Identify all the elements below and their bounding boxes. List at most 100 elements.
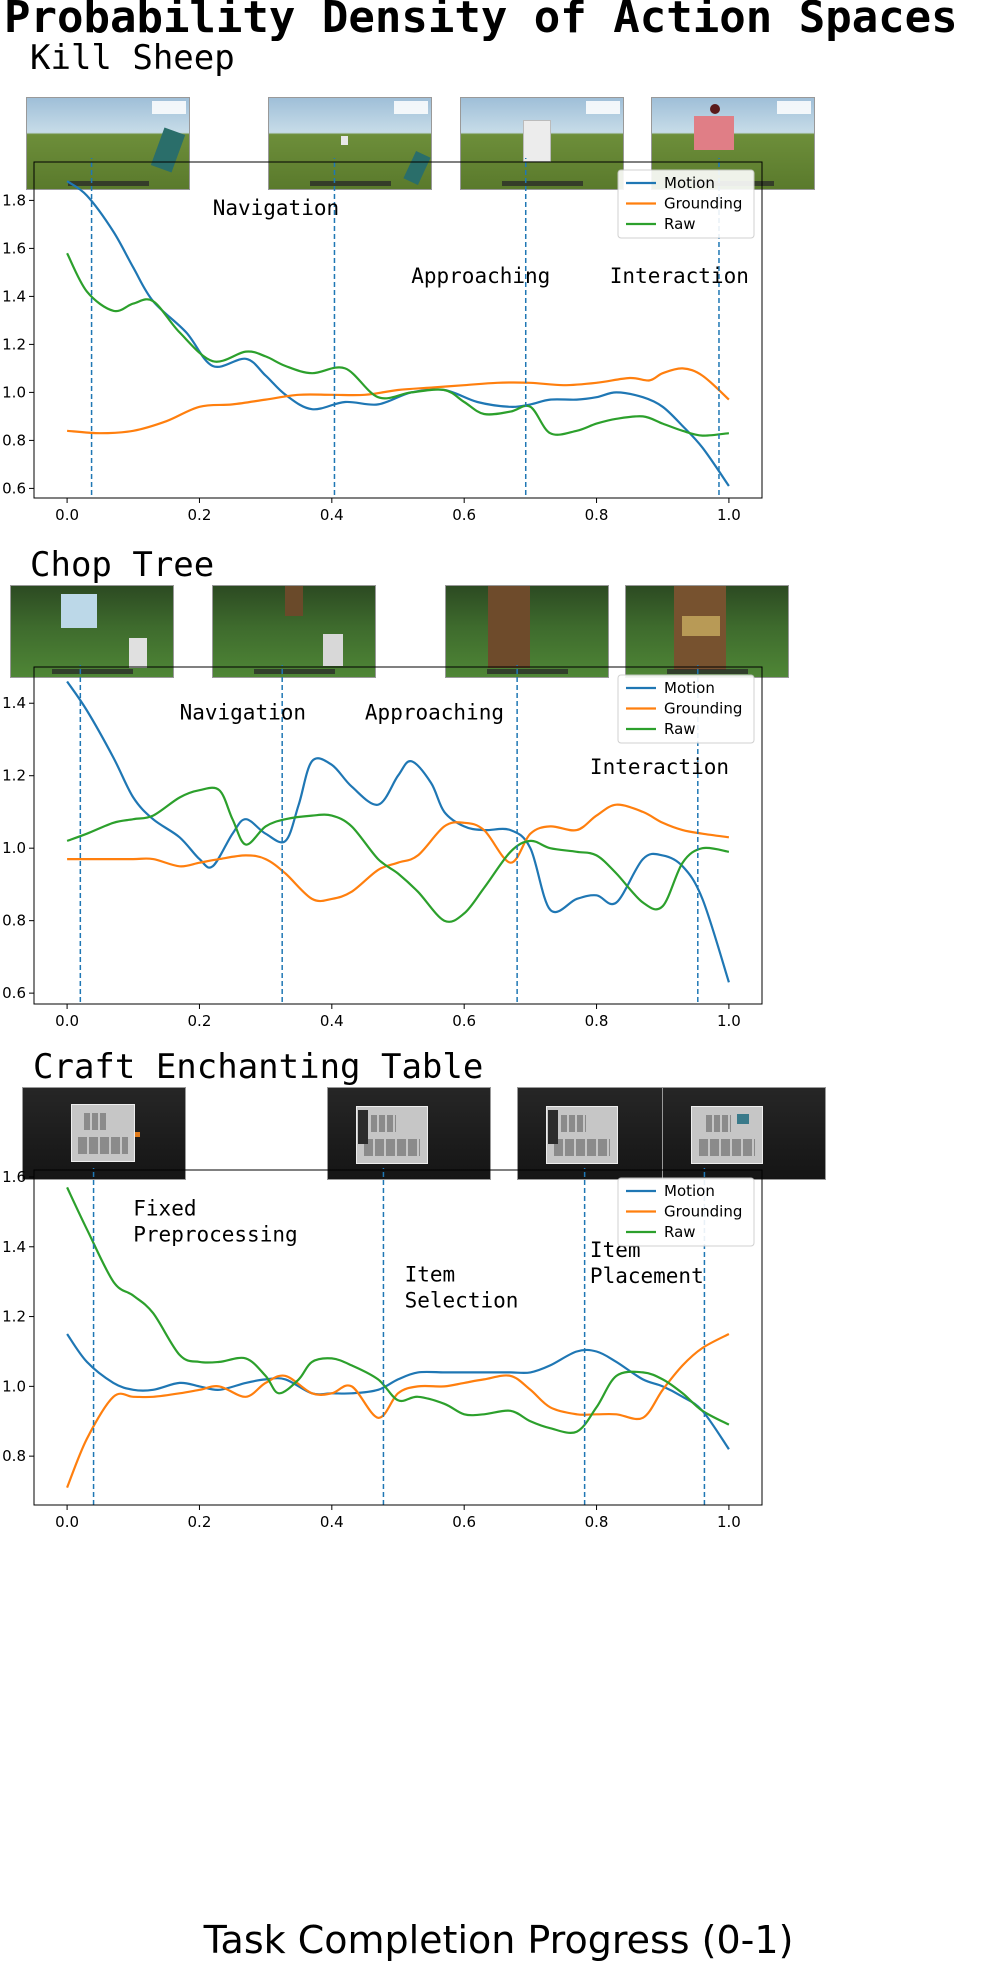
- hotbar: [501, 181, 583, 186]
- y-tick-label: 1.8: [2, 191, 26, 209]
- x-tick-label: 1.0: [717, 506, 741, 524]
- phase-label-line: Placement: [590, 1264, 704, 1288]
- y-tick-label: 0.8: [2, 1447, 26, 1465]
- x-tick-label: 0.8: [585, 506, 609, 524]
- series-line-grounding: [66, 1333, 730, 1489]
- x-tick-label: 1.0: [717, 1513, 741, 1531]
- hud-icons: [394, 101, 428, 114]
- hud-icons: [777, 101, 811, 114]
- hotbar: [309, 181, 391, 186]
- tree-trunk: [285, 586, 303, 616]
- legend-label-grounding: Grounding: [664, 195, 742, 213]
- thumbnail-kill-sheep-3: [460, 97, 624, 190]
- x-tick-label: 0.8: [585, 1012, 609, 1030]
- legend: Motion Grounding Raw: [617, 1177, 755, 1247]
- x-tick-label: 0.2: [188, 1012, 212, 1030]
- phase-label-line: Preprocessing: [133, 1222, 297, 1246]
- phase-label: Interaction: [610, 264, 749, 288]
- y-tick-label: 1.4: [2, 1238, 26, 1256]
- legend-box: [617, 1177, 755, 1247]
- hotbar: [666, 669, 748, 674]
- legend-label-motion: Motion: [664, 1182, 715, 1200]
- hotbar: [51, 669, 133, 674]
- legend-label-raw: Raw: [664, 720, 696, 738]
- chart-craft-enchanting-table: 0.0 0.2 0.4 0.6 0.8 1.0 0.8 1.0 1.2 1.4 1.6 Fixed Pr…: [2, 1168, 763, 1531]
- series-line-raw: [66, 786, 730, 923]
- thumbnail-kill-sheep-2: [268, 97, 432, 190]
- phase-label-line: Selection: [405, 1289, 519, 1313]
- thumbnail-craft-1: [22, 1087, 186, 1180]
- x-tick-label: 0.0: [55, 1513, 79, 1531]
- legend-label-raw: Raw: [664, 1223, 696, 1241]
- phase-label: Approaching: [365, 701, 504, 725]
- thumbnail-kill-sheep-1: [26, 97, 190, 190]
- series-line-motion: [66, 1333, 730, 1450]
- x-tick-label: 0.4: [320, 1513, 344, 1531]
- phase-label-line: Interaction: [590, 755, 729, 779]
- legend-label-grounding: Grounding: [664, 700, 742, 718]
- plot-frame: [33, 161, 763, 499]
- recipe-panel: [548, 1110, 558, 1144]
- y-tick-label: 1.2: [2, 767, 26, 785]
- inventory-gui: [356, 1106, 428, 1164]
- inventory-gui: [691, 1106, 763, 1164]
- y-tick-label: 0.6: [2, 479, 26, 497]
- x-tick-label: 0.2: [188, 506, 212, 524]
- legend: Motion Grounding Raw: [617, 169, 755, 239]
- x-tick-label: 0.0: [55, 1012, 79, 1030]
- legend-box: [617, 674, 755, 744]
- recipe-panel: [358, 1110, 368, 1144]
- phase-label-line: Approaching: [411, 264, 550, 288]
- phase-label: Navigation: [180, 701, 306, 725]
- hand-icon: [129, 638, 147, 668]
- y-tick-label: 1.4: [2, 287, 26, 305]
- x-tick-label: 0.6: [452, 1012, 476, 1030]
- x-tick-label: 0.4: [320, 1012, 344, 1030]
- phase-label-line: Approaching: [365, 701, 504, 725]
- hotbar: [486, 669, 568, 674]
- y-tick-label: 1.2: [2, 335, 26, 353]
- thumbnail-craft-2: [327, 1087, 491, 1180]
- chopped-block: [682, 616, 720, 636]
- x-axis-label: Task Completion Progress (0-1): [203, 1918, 794, 1962]
- inventory-gui: [546, 1106, 618, 1164]
- thumbnail-chop-tree-2: [212, 585, 376, 678]
- phase-label-line: Interaction: [610, 264, 749, 288]
- series-line-grounding: [67, 803, 730, 903]
- plot-frame: [33, 666, 763, 1005]
- x-tick-label: 0.6: [452, 1513, 476, 1531]
- thumbnail-chop-tree-4: [625, 585, 789, 678]
- x-tick-label: 0.6: [452, 506, 476, 524]
- phase-label: Approaching: [411, 264, 550, 288]
- phase-label: Item Selection: [405, 1263, 519, 1313]
- y-tick-label: 1.6: [2, 239, 26, 257]
- y-tick-label: 1.4: [2, 694, 26, 712]
- thumbnail-chop-tree-3: [445, 585, 609, 678]
- phase-label: Navigation: [213, 196, 339, 220]
- phase-label-line: Navigation: [180, 701, 306, 725]
- y-tick-label: 0.8: [2, 912, 26, 930]
- y-tick-label: 1.0: [2, 839, 26, 857]
- torch-icon: [135, 1132, 140, 1137]
- phase-label-line: Fixed: [133, 1196, 196, 1220]
- hud-icons: [152, 101, 186, 114]
- thumbnail-craft-4: [662, 1087, 826, 1180]
- sheep-hit-icon: [694, 116, 734, 150]
- enchanting-table-icon: [737, 1114, 749, 1124]
- y-tick-label: 1.0: [2, 383, 26, 401]
- hud-icons: [586, 101, 620, 114]
- series-line-motion: [66, 680, 730, 983]
- legend: Motion Grounding Raw: [617, 674, 755, 744]
- particle-icon: [710, 104, 720, 114]
- phase-label: Interaction: [590, 755, 729, 779]
- tree-trunk: [488, 586, 530, 668]
- thumbnail-chop-tree-1: [10, 585, 174, 678]
- y-tick-label: 1.2: [2, 1308, 26, 1326]
- sheep-icon: [341, 136, 348, 145]
- y-tick-label: 0.6: [2, 984, 26, 1002]
- legend-label-grounding: Grounding: [664, 1203, 742, 1221]
- x-tick-label: 0.0: [55, 506, 79, 524]
- chart-chop-tree: 0.0 0.2 0.4 0.6 0.8 1.0 0.6 0.8 1.0 1.2 1.4 Navigat…: [2, 665, 763, 1030]
- panel-title-craft-enchanting-table: Craft Enchanting Table: [33, 1047, 484, 1087]
- figure-title: Probability Density of Action Spaces: [4, 0, 958, 43]
